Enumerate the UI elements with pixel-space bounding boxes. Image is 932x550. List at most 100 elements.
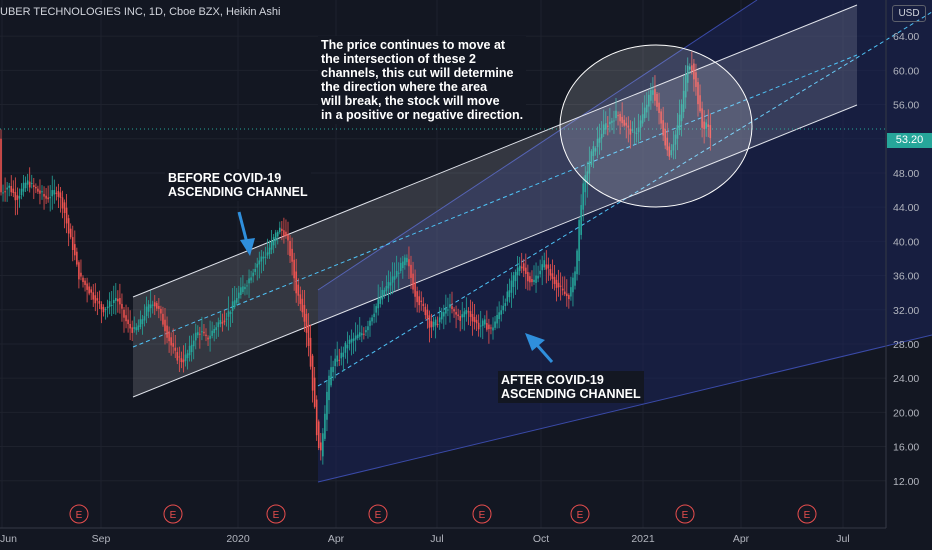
candle-body bbox=[61, 197, 64, 209]
annotation-before-line: BEFORE COVID-19 bbox=[168, 171, 282, 185]
price-axis[interactable]: 64.0060.0056.0052.0048.0044.0040.0036.00… bbox=[893, 31, 919, 488]
candle-body bbox=[88, 286, 90, 294]
candle-body bbox=[527, 272, 529, 282]
candle-body bbox=[293, 259, 295, 279]
last-price-label: 53.20 bbox=[887, 133, 932, 148]
candle-body bbox=[242, 286, 244, 293]
candle-body bbox=[295, 271, 297, 294]
candle-body bbox=[358, 332, 361, 337]
candle-body bbox=[408, 259, 410, 267]
candle-body bbox=[406, 257, 408, 263]
earnings-icon bbox=[163, 504, 183, 524]
candle-body bbox=[45, 195, 47, 199]
candle-body bbox=[246, 285, 248, 287]
candle-body bbox=[373, 313, 375, 318]
candle-body bbox=[598, 137, 601, 143]
candle-body bbox=[500, 310, 502, 315]
candle-body bbox=[369, 320, 371, 326]
candle-body bbox=[592, 146, 595, 157]
candle-body bbox=[307, 324, 310, 346]
candle-body bbox=[201, 331, 203, 333]
candle-body bbox=[172, 343, 174, 347]
earnings-icon-label: E bbox=[804, 510, 811, 521]
candle-body bbox=[393, 276, 396, 280]
candle-body bbox=[149, 304, 152, 309]
candle-body bbox=[367, 326, 369, 331]
candle-body bbox=[385, 286, 388, 292]
candle-body bbox=[227, 311, 230, 317]
candle-body bbox=[63, 202, 66, 213]
candle-body bbox=[235, 298, 238, 303]
candle-body bbox=[281, 228, 283, 231]
before-channel-upper-line bbox=[132, 4, 858, 298]
candle-body bbox=[84, 280, 86, 285]
candle-body bbox=[199, 333, 201, 335]
candle-body bbox=[484, 319, 486, 325]
candle-body bbox=[383, 290, 386, 296]
candle-body bbox=[82, 277, 84, 283]
earnings-icon-label: E bbox=[170, 510, 177, 521]
earnings-icon bbox=[266, 504, 286, 524]
candle-body bbox=[272, 237, 275, 246]
candle-body bbox=[627, 125, 630, 128]
candle-body bbox=[125, 315, 127, 322]
candle-body bbox=[670, 150, 673, 156]
candle-body bbox=[635, 132, 638, 134]
candle-body bbox=[709, 125, 712, 139]
candle-body bbox=[160, 308, 162, 314]
price-tick-label: 24.00 bbox=[893, 373, 919, 385]
candle-body bbox=[69, 228, 72, 238]
candle-body bbox=[494, 321, 496, 328]
candle-body bbox=[570, 287, 572, 297]
candle-body bbox=[508, 290, 511, 298]
earnings-icon bbox=[69, 504, 89, 524]
candle-body bbox=[133, 327, 136, 329]
candle-body bbox=[584, 175, 587, 193]
candle-body bbox=[8, 185, 10, 188]
candle-body bbox=[315, 399, 318, 436]
candle-body bbox=[414, 282, 416, 297]
candle-body bbox=[391, 276, 394, 283]
candle-body bbox=[94, 295, 97, 304]
candle-body bbox=[615, 110, 617, 119]
candle-body bbox=[20, 188, 23, 196]
candle-body bbox=[28, 181, 31, 188]
candle-body bbox=[287, 234, 289, 241]
price-tick-label: 36.00 bbox=[893, 271, 919, 283]
candle-body bbox=[410, 264, 412, 278]
candle-body bbox=[35, 186, 37, 189]
candle-body bbox=[395, 270, 398, 277]
candle-body bbox=[322, 433, 324, 457]
candle-body bbox=[354, 335, 357, 340]
candle-body bbox=[147, 304, 150, 312]
candle-body bbox=[481, 320, 484, 326]
earnings-icon bbox=[675, 504, 695, 524]
currency-button[interactable]: USD bbox=[892, 5, 926, 22]
earnings-icon-label: E bbox=[76, 510, 83, 521]
candle-body bbox=[274, 232, 277, 241]
before-channel-lower-line bbox=[132, 104, 858, 398]
intersection-highlight-ellipse bbox=[559, 44, 753, 208]
candle-body bbox=[332, 366, 334, 373]
earnings-icon-label: E bbox=[682, 510, 689, 521]
price-tick-label: 48.00 bbox=[893, 168, 919, 180]
candle-body bbox=[623, 119, 625, 126]
candle-body bbox=[488, 324, 490, 330]
candle-body bbox=[451, 306, 453, 310]
candle-body bbox=[473, 316, 476, 322]
price-tick-label: 28.00 bbox=[893, 339, 919, 351]
candle-body bbox=[650, 90, 652, 101]
candle-body bbox=[162, 313, 164, 325]
time-axis[interactable]: Jun Sep 2020 Apr Jul Oct 2021 Apr Jul bbox=[0, 533, 850, 545]
candle-body bbox=[428, 315, 431, 328]
candlestick-series bbox=[0, 51, 712, 465]
candle-body bbox=[399, 262, 402, 271]
candle-body bbox=[205, 334, 207, 336]
candle-body bbox=[617, 115, 619, 117]
candle-body bbox=[352, 338, 355, 342]
candle-body bbox=[381, 289, 384, 300]
candle-body bbox=[168, 331, 170, 342]
time-tick-label: Jul bbox=[430, 533, 443, 545]
candle-body bbox=[6, 187, 8, 190]
